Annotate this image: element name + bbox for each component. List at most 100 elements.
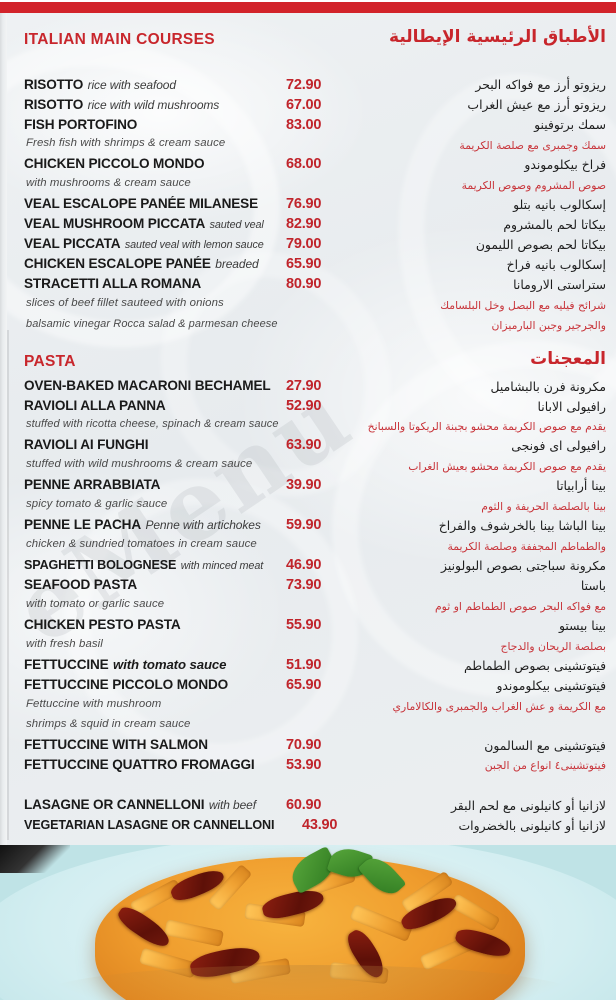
menu-row: SPAGHETTI BOLOGNESE with minced meat 46.… <box>24 557 321 573</box>
item-description: with mushrooms & cream sauce <box>26 177 191 189</box>
item-name-arabic: ستراستى الارومانا <box>513 277 606 292</box>
menu-row: FISH PORTOFINO 83.00 <box>24 117 321 133</box>
item-name: FETTUCCINE QUATTRO FROMAGGI <box>24 757 255 772</box>
item-price: 80.90 <box>286 276 322 292</box>
item-price: 27.90 <box>286 378 322 394</box>
item-name: FETTUCCINE PICCOLO MONDO <box>24 677 229 692</box>
item-name-arabic: فيتوتشينى٤ انواع من الجبن <box>484 759 606 772</box>
item-description-arabic: يقدم مع صوص الكريمة محشو بجبنة الريكوتا … <box>367 420 606 433</box>
item-description-arabic: سمك وجمبرى مع صلصة الكريمة <box>459 139 606 152</box>
item-description-arabic: شرائح فيليه مع البصل وخل البلسامك <box>440 299 606 312</box>
item-description: chicken & sundried tomatoes in cream sau… <box>26 538 257 550</box>
item-price: 51.90 <box>286 657 322 673</box>
item-price: 65.90 <box>286 677 322 693</box>
item-description: with tomato or garlic sauce <box>26 598 165 610</box>
item-name-arabic: ريزوتو أرز مع عيش الغراب <box>467 97 606 112</box>
item-name: VEAL PICCATA sauted veal with lemon sauc… <box>24 236 264 251</box>
item-description: Fettuccine with mushroom <box>26 698 162 710</box>
section-title-pasta: PASTA <box>24 353 76 370</box>
item-name: RAVIOLI ALLA PANNA <box>24 398 166 413</box>
menu-row: FETTUCCINE WITH SALMON 70.90 <box>24 737 321 753</box>
top-hairline <box>0 0 616 2</box>
item-name: PENNE ARRABBIATA <box>24 477 161 492</box>
item-name: FETTUCCINE with tomato sauce <box>24 657 227 672</box>
item-name: SPAGHETTI BOLOGNESE with minced meat <box>24 558 264 572</box>
item-price: 70.90 <box>286 737 322 753</box>
item-name-arabic: فيتوتشينى مع السالمون <box>484 738 606 753</box>
menu-row: RISOTTO rice with seafood 72.90 <box>24 77 321 93</box>
item-price: 79.00 <box>286 236 322 252</box>
item-name-arabic: لازانيا أو كانيلونى مع لحم البقر <box>450 798 606 813</box>
item-name: STRACETTI ALLA ROMANA <box>24 276 202 291</box>
page-left-edge <box>0 13 7 845</box>
item-description: Fresh fish with shrimps & cream sauce <box>26 137 226 149</box>
item-name: CHICKEN PICCOLO MONDO <box>24 156 205 171</box>
item-name: SEAFOOD PASTA <box>24 577 138 592</box>
item-price: 43.90 <box>302 817 338 833</box>
menu-row: PENNE ARRABBIATA 39.90 <box>24 477 321 493</box>
item-description: spicy tomato & garlic sauce <box>26 498 168 510</box>
item-name: OVEN-BAKED MACARONI BECHAMEL <box>24 378 271 393</box>
menu-row: VEAL MUSHROOM PICCATA sauted veal 82.90 <box>24 216 321 232</box>
item-price: 68.00 <box>286 156 322 172</box>
item-description-arabic: مع الكريمة و عش الغراب والجمبرى والكالام… <box>392 700 606 713</box>
section-title-pasta-arabic: المعجنات <box>530 349 606 369</box>
item-name: CHICKEN PESTO PASTA <box>24 617 181 632</box>
menu-row: RISOTTO rice with wild mushrooms 67.00 <box>24 97 321 113</box>
item-description: with fresh basil <box>26 638 103 650</box>
menu-row: VEAL ESCALOPE PANÉE MILANESE 76.90 <box>24 196 321 212</box>
menu-row: LASAGNE OR CANNELLONI with beef 60.90 <box>24 797 321 813</box>
item-name-arabic: إسكالوب بانيه بتلو <box>513 197 606 212</box>
item-name-arabic: إسكالوب بانيه فراخ <box>506 257 606 272</box>
menu-row: CHICKEN PICCOLO MONDO 68.00 <box>24 156 321 172</box>
section-title-italian-main-courses: ITALIAN MAIN COURSES <box>24 31 215 48</box>
menu-row: OVEN-BAKED MACARONI BECHAMEL 27.90 <box>24 378 321 394</box>
item-price: 52.90 <box>286 398 322 414</box>
top-red-bar <box>0 0 616 13</box>
item-description-arabic: مع فواكه البحر صوص الطماطم او ثوم <box>435 600 606 613</box>
item-description-arabic: والطماطم المجففة وصلصة الكريمة <box>447 540 606 553</box>
menu-row: RAVIOLI AI FUNGHI 63.90 <box>24 437 321 453</box>
item-description: balsamic vinegar Rocca salad & parmesan … <box>26 318 278 330</box>
item-price: 83.00 <box>286 117 322 133</box>
item-price: 72.90 <box>286 77 322 93</box>
item-name-arabic: بينا الباشا بينا بالخرشوف والفراخ <box>438 518 606 533</box>
menu-row: VEGETARIAN LASAGNE OR CANNELLONI 43.90 <box>24 817 337 833</box>
menu-row: STRACETTI ALLA ROMANA 80.90 <box>24 276 321 292</box>
menu-row: RAVIOLI ALLA PANNA 52.90 <box>24 398 321 414</box>
item-name-arabic: ريزوتو أرز مع فواكه البحر <box>475 77 606 92</box>
item-description-arabic: يقدم مع صوص الكريمة محشو بعيش الغراب <box>408 460 606 473</box>
food-photo <box>0 845 616 1000</box>
page-background <box>0 13 616 845</box>
item-name-arabic: فيتوتشينى بصوص الطماطم <box>464 658 606 673</box>
item-description: shrimps & squid in cream sauce <box>26 718 191 730</box>
item-name: FETTUCCINE WITH SALMON <box>24 737 208 752</box>
item-name-arabic: بيكاتا لحم بصوص الليمون <box>475 237 606 252</box>
item-price: 59.90 <box>286 517 322 533</box>
item-name-arabic: باستا <box>580 578 606 593</box>
item-name: LASAGNE OR CANNELLONI with beef <box>24 797 256 812</box>
item-name-arabic: مكرونة سباجتى بصوص البولونيز <box>441 558 606 573</box>
item-price: 65.90 <box>286 256 322 272</box>
menu-row: CHICKEN PESTO PASTA 55.90 <box>24 617 321 633</box>
item-description-arabic: والجرجير وجبن البارميزان <box>491 319 606 332</box>
item-price: 60.90 <box>286 797 322 813</box>
section-title-italian-main-courses-arabic: الأطباق الرئيسية الإيطالية <box>389 27 606 47</box>
item-name: VEAL MUSHROOM PICCATA sauted veal <box>24 216 264 231</box>
item-name: FISH PORTOFINO <box>24 117 138 132</box>
item-name: CHICKEN ESCALOPE PANÉE breaded <box>24 256 259 271</box>
item-name-arabic: فيتوتشينى بيكلوموندو <box>496 678 606 693</box>
item-name-arabic: لازانيا أو كانيلونى بالخضروات <box>458 818 606 833</box>
item-price: 67.00 <box>286 97 322 113</box>
item-name-arabic: بيكاتا لحم بالمشروم <box>503 217 606 232</box>
item-name: RISOTTO rice with seafood <box>24 77 176 92</box>
menu-row: VEAL PICCATA sauted veal with lemon sauc… <box>24 236 321 252</box>
photo-corner-shadow <box>0 845 70 873</box>
item-price: 63.90 <box>286 437 322 453</box>
item-name: RAVIOLI AI FUNGHI <box>24 437 149 452</box>
item-price: 39.90 <box>286 477 322 493</box>
item-name: PENNE LE PACHA Penne with artichokes <box>24 517 261 532</box>
item-price: 76.90 <box>286 196 322 212</box>
item-name: VEGETARIAN LASAGNE OR CANNELLONI <box>24 818 275 832</box>
